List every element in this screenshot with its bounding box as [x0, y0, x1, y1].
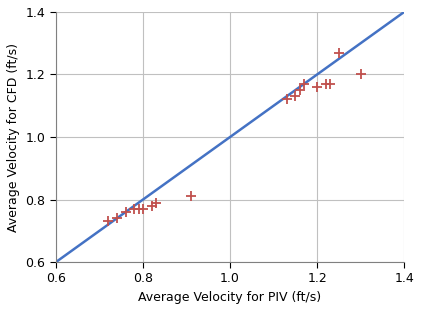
Y-axis label: Average Velocity for CFD (ft/s): Average Velocity for CFD (ft/s) — [7, 43, 20, 232]
X-axis label: Average Velocity for PIV (ft/s): Average Velocity for PIV (ft/s) — [139, 291, 322, 304]
